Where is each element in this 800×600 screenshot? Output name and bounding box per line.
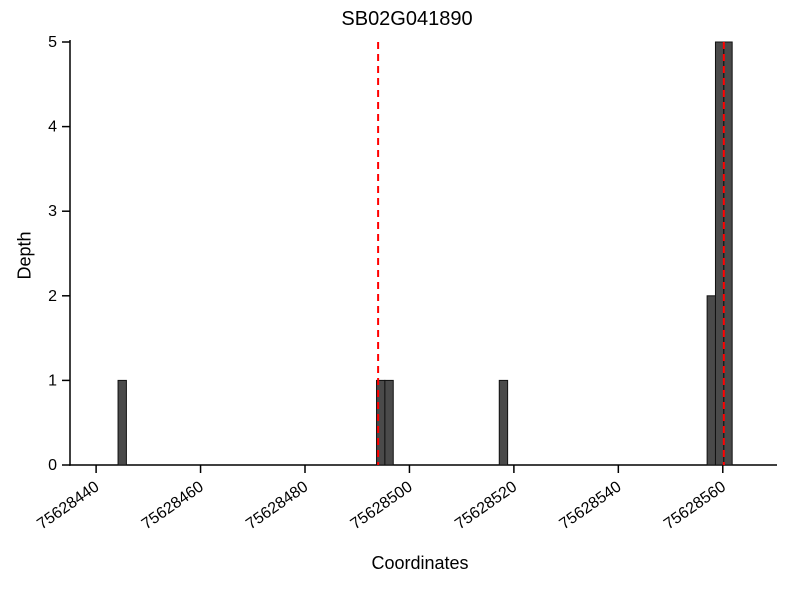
depth-bar <box>498 379 509 466</box>
x-tick-label: 75628500 <box>348 478 416 533</box>
y-tick-label: 2 <box>48 288 57 305</box>
depth-bar <box>714 41 725 466</box>
chart-title: SB02G041890 <box>341 8 473 30</box>
y-tick-label: 3 <box>48 203 57 220</box>
x-tick-label: 75628460 <box>139 478 207 533</box>
depth-bar <box>723 41 733 466</box>
x-tick-label: 75628560 <box>661 478 729 533</box>
x-tick-label: 75628540 <box>557 478 625 533</box>
y-tick-label: 4 <box>48 119 57 136</box>
y-tick-label: 5 <box>48 34 57 51</box>
x-tick-label: 75628440 <box>34 478 102 533</box>
depth-bar <box>117 379 127 466</box>
y-tick-label: 1 <box>48 372 57 389</box>
depth-bar <box>384 379 394 466</box>
y-axis-label: Depth <box>14 231 35 280</box>
x-axis-label: Coordinates <box>371 553 469 573</box>
depth-bar <box>706 295 716 466</box>
y-tick-label: 0 <box>48 457 57 474</box>
x-tick-label: 75628520 <box>452 478 520 533</box>
x-tick-label: 75628480 <box>243 478 311 533</box>
